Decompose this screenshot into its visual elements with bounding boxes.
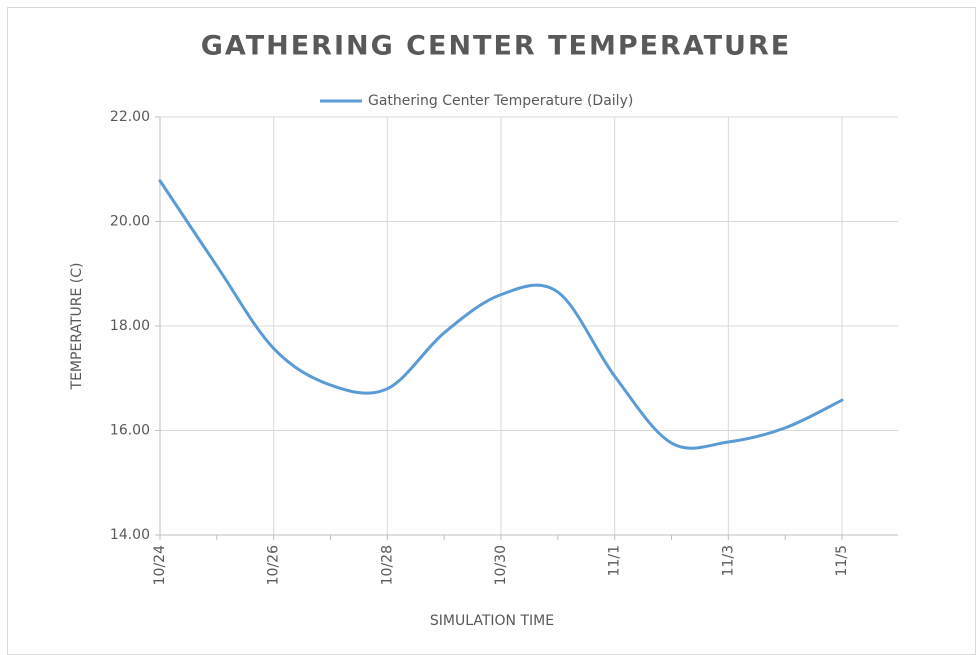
x-tick-label: 11/5 — [834, 545, 850, 576]
chart-title: GATHERING CENTER TEMPERATURE — [201, 31, 791, 62]
x-tick-label: 11/3 — [720, 545, 736, 576]
y-tick-label: 14.00 — [110, 527, 150, 543]
x-tick-label: 10/24 — [152, 545, 168, 585]
y-axis-label: TEMPERATURE (C) — [69, 263, 85, 391]
legend-label: Gathering Center Temperature (Daily) — [368, 93, 633, 109]
x-tick-label: 11/1 — [607, 545, 623, 576]
chart-border — [7, 7, 976, 655]
x-axis-label: SIMULATION TIME — [430, 613, 554, 629]
x-tick-label: 10/26 — [266, 545, 282, 585]
x-tick-label: 10/28 — [379, 545, 395, 585]
y-tick-label: 20.00 — [110, 214, 150, 230]
x-tick-label: 10/30 — [493, 545, 509, 585]
y-tick-label: 22.00 — [110, 109, 150, 125]
y-tick-label: 18.00 — [110, 318, 150, 334]
y-tick-label: 16.00 — [110, 423, 150, 439]
data-line — [158, 179, 844, 450]
